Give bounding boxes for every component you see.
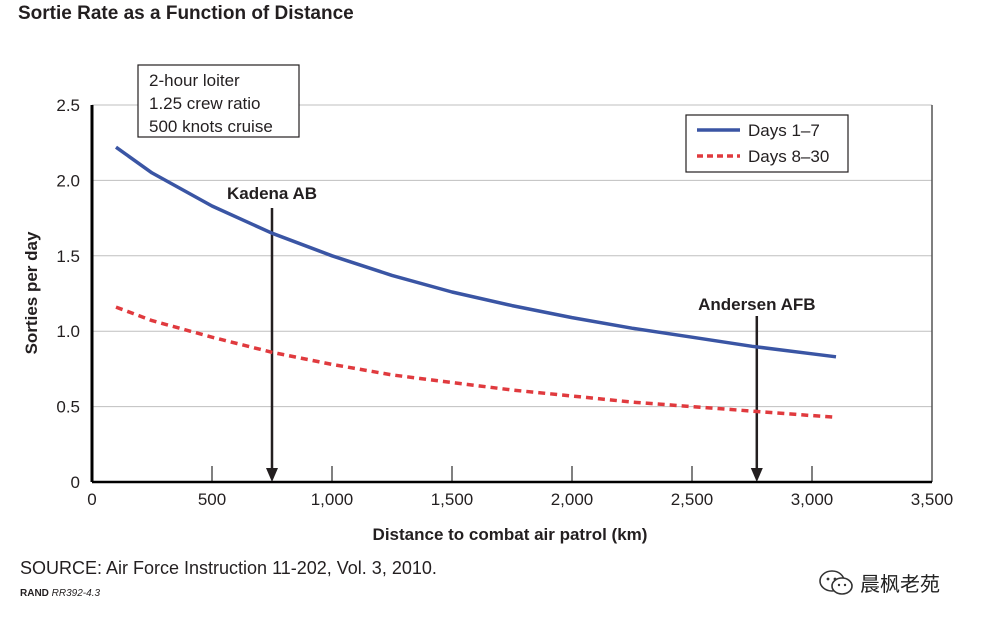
legend-label: Days 1–7 xyxy=(748,121,820,140)
annotation-arrowhead xyxy=(750,468,763,482)
x-tick-label: 2,000 xyxy=(551,490,594,509)
y-tick-label: 1.5 xyxy=(56,247,80,266)
watermark: 晨枫老苑 xyxy=(818,568,940,597)
y-tick-label: 2.0 xyxy=(56,171,80,190)
assumption-text: 500 knots cruise xyxy=(149,117,273,136)
x-tick-label: 2,500 xyxy=(671,490,714,509)
chart-title: Sortie Rate as a Function of Distance xyxy=(18,3,354,24)
annotation-label: Andersen AFB xyxy=(698,295,815,314)
annotation-label: Kadena AB xyxy=(227,184,317,203)
series-lines xyxy=(114,145,837,419)
wechat-icon xyxy=(819,569,853,595)
x-tick-label: 3,500 xyxy=(911,490,954,509)
series-line-days-1-7 xyxy=(114,145,837,359)
annotations: Kadena AB Andersen AFB xyxy=(227,184,816,482)
x-tick-label: 1,000 xyxy=(311,490,354,509)
legend: Days 1–7 Days 8–30 xyxy=(685,114,849,173)
x-tick-label: 500 xyxy=(198,490,226,509)
annotation-arrowhead xyxy=(266,468,278,482)
assumption-text: 2-hour loiter xyxy=(149,71,240,90)
watermark-text: 晨枫老苑 xyxy=(860,574,940,596)
assumption-text: 1.25 crew ratio xyxy=(149,94,261,113)
y-tick-label: 2.5 xyxy=(56,96,80,115)
rand-label: RAND xyxy=(20,588,49,599)
series-line-days-8-30 xyxy=(115,305,837,419)
axes xyxy=(90,105,933,484)
chart: Kadena AB Andersen AFB 0 0.5 1.0 1.5 2.0 2.5 0 5… xyxy=(22,64,953,544)
y-tick-label: 0 xyxy=(71,473,80,492)
x-tick-label: 1,500 xyxy=(431,490,474,509)
source-note: SOURCE: Air Force Instruction 11-202, Vo… xyxy=(20,558,437,578)
legend-label: Days 8–30 xyxy=(748,147,829,166)
y-axis-label: Sorties per day xyxy=(22,231,41,354)
rand-id: RAND RR392-4.3 xyxy=(20,588,100,599)
x-tick-label: 3,000 xyxy=(791,490,834,509)
assumptions-box: 2-hour loiter 1.25 crew ratio 500 knots … xyxy=(137,64,300,138)
x-axis-label: Distance to combat air patrol (km) xyxy=(373,525,648,544)
grid-lines xyxy=(92,104,932,408)
y-tick-label: 0.5 xyxy=(56,398,80,417)
rand-report-id: RR392-4.3 xyxy=(51,588,101,599)
x-tick-label: 0 xyxy=(87,490,96,509)
y-tick-label: 1.0 xyxy=(56,322,80,341)
tick-labels: 0 0.5 1.0 1.5 2.0 2.5 0 500 1,000 1,500 2,000 2,500… xyxy=(56,96,953,509)
